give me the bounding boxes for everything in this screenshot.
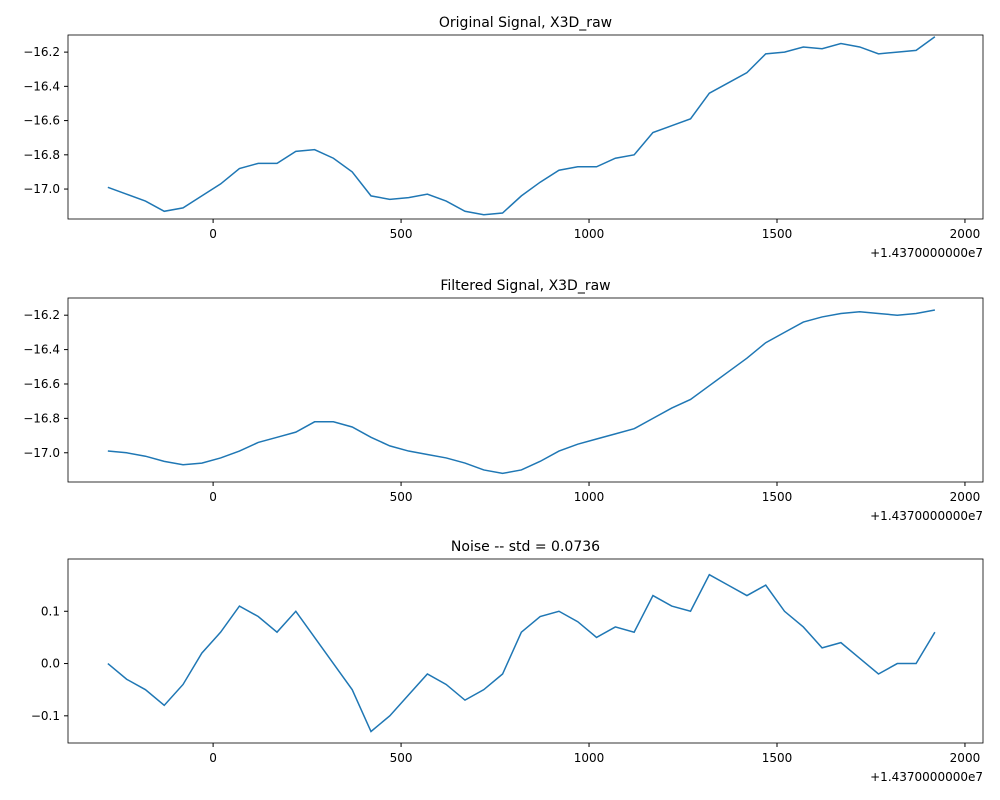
x-tick-label: 1500	[762, 751, 793, 765]
x-tick-label: 2000	[950, 227, 981, 241]
y-tick-label: −16.2	[23, 308, 60, 322]
y-tick-label: −16.6	[23, 114, 60, 128]
y-tick-label: −16.8	[23, 411, 60, 425]
x-tick-label: 2000	[950, 751, 981, 765]
chart-title: Filtered Signal, X3D_raw	[440, 278, 610, 294]
y-tick-label: −16.4	[23, 343, 60, 357]
signal-line	[107, 573, 936, 733]
axes-frame	[67, 34, 984, 220]
axes-frame	[67, 558, 984, 744]
x-tick-label: 1000	[574, 490, 605, 504]
signal-line	[107, 36, 936, 216]
y-tick-label: −16.8	[23, 148, 60, 162]
chart-title: Noise -- std = 0.0736	[451, 539, 600, 555]
x-tick-label: 1000	[574, 751, 605, 765]
y-tick-label: −16.6	[23, 377, 60, 391]
y-tick-label: 0.0	[41, 657, 60, 671]
y-tick-label: −17.0	[23, 446, 60, 460]
x-tick-label: 500	[390, 490, 413, 504]
y-tick-label: −0.1	[31, 709, 60, 723]
x-tick-label: 0	[209, 227, 217, 241]
chart-title: Original Signal, X3D_raw	[439, 15, 612, 31]
y-tick-label: −16.4	[23, 79, 60, 93]
x-tick-label: 0	[209, 490, 217, 504]
x-offset-label: +1.4370000000e7	[870, 770, 983, 784]
x-tick-label: 0	[209, 751, 217, 765]
x-tick-label: 1500	[762, 227, 793, 241]
x-offset-label: +1.4370000000e7	[870, 246, 983, 260]
x-tick-label: 500	[390, 227, 413, 241]
y-tick-label: −16.2	[23, 45, 60, 59]
x-tick-label: 500	[390, 751, 413, 765]
x-tick-label: 2000	[950, 490, 981, 504]
y-tick-label: 0.1	[41, 604, 60, 618]
signal-line	[107, 309, 936, 475]
y-tick-label: −17.0	[23, 182, 60, 196]
x-offset-label: +1.4370000000e7	[870, 509, 983, 523]
axes-frame	[67, 297, 984, 483]
x-tick-label: 1500	[762, 490, 793, 504]
x-tick-label: 1000	[574, 227, 605, 241]
